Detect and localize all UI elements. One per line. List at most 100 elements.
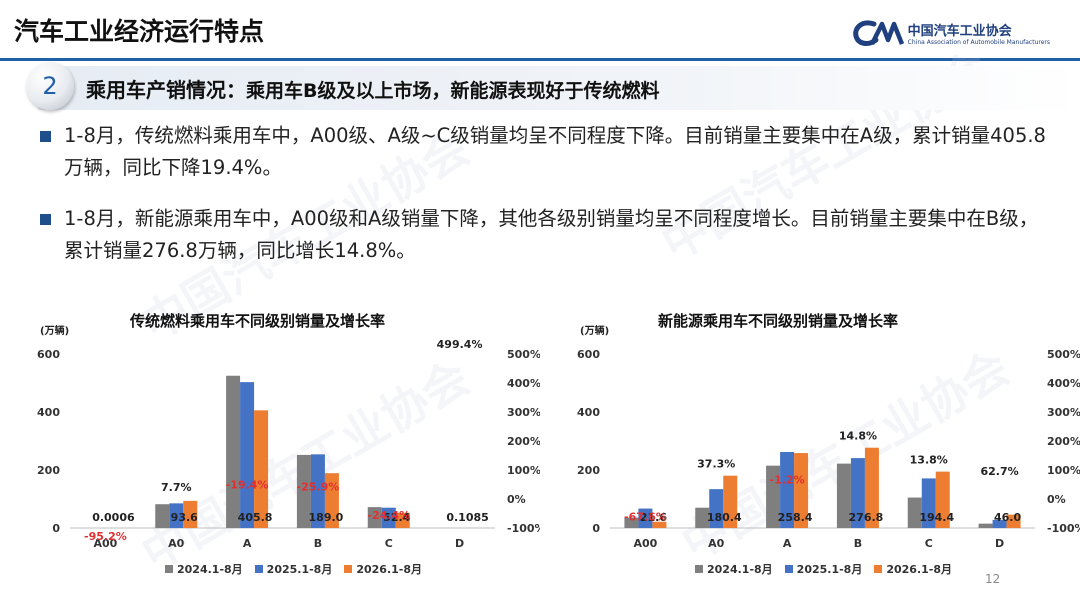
y2-tick-label: 300%	[1047, 406, 1080, 419]
legend-item: 2026.1-8月	[874, 561, 952, 577]
legend-swatch	[344, 565, 353, 573]
growth-rate-label: -1.2%	[770, 473, 805, 486]
y-axis-unit-label: (万辆)	[40, 324, 69, 337]
data-label: 189.0	[309, 511, 344, 524]
legend-swatch	[695, 565, 703, 573]
bar	[652, 521, 667, 528]
page-title: 汽车工业经济运行特点	[14, 17, 265, 46]
x-tick-label: D	[995, 537, 1004, 550]
caam-logo-icon	[852, 20, 904, 46]
y2-tick-label: 200%	[1047, 435, 1080, 448]
growth-rate-label: -67.6%	[624, 511, 667, 524]
x-tick-label: D	[455, 537, 464, 550]
y-tick-label: 400	[37, 406, 60, 419]
growth-rate-label: -24.4%	[367, 509, 410, 522]
bar	[864, 447, 879, 528]
y2-tick-label: 400%	[1047, 377, 1080, 390]
legend-swatch	[254, 565, 263, 573]
bar	[780, 452, 795, 528]
growth-rate-label: 14.8%	[839, 430, 877, 443]
bar	[155, 504, 170, 528]
data-label: 52.4	[383, 511, 410, 524]
legend-item: 2024.1-8月	[695, 561, 773, 577]
y-tick-label: 0	[592, 522, 600, 535]
bar	[169, 503, 184, 528]
bar	[240, 382, 255, 528]
legend-label: 2025.1-8月	[266, 563, 333, 576]
caam-logo: 中国汽车工业协会 China Association of Automobile…	[852, 18, 1050, 48]
x-tick-label: A00	[634, 537, 658, 550]
y2-tick-label: 0%	[507, 493, 526, 506]
data-label: 276.8	[849, 511, 884, 524]
bar	[381, 507, 396, 528]
bar	[723, 475, 738, 528]
x-tick-label: A00	[94, 537, 118, 550]
section-title: 乘用车产销情况：	[86, 78, 246, 102]
data-label: 46.0	[994, 511, 1021, 524]
legend-label: 2024.1-8月	[177, 563, 243, 576]
bullet-square-icon	[40, 214, 51, 225]
bar	[836, 463, 851, 528]
y2-tick-label: 500%	[507, 348, 540, 361]
chart-traditional: (万辆) 0 200 400 600 -100% 0% 100% 200% 300% 400% 500…	[37, 324, 540, 550]
chart-nev: (万辆) 0 200 400 600 -100% 0% 100% 200% 300% 400% 500…	[577, 324, 1080, 550]
bullet-point: 1-8月，传统燃料乘用车中，A00级、A级~C级销量均呈不同程度下降。目前销量主…	[40, 120, 1050, 184]
y-tick-label: 200	[37, 464, 60, 477]
section-heading: 乘用车产销情况：乘用车B级及以上市场，新能源表现好于传统燃料	[86, 74, 659, 103]
bar	[1006, 514, 1021, 528]
y2-tick-label: -100%	[1047, 522, 1080, 535]
growth-rate-label: 499.4%	[437, 338, 483, 351]
y-tick-label: 400	[577, 406, 600, 419]
y-axis-unit-label: (万辆)	[580, 324, 609, 337]
section-band	[38, 66, 1080, 110]
legend-item: 2025.1-8月	[254, 561, 333, 577]
data-label: 0.1085	[446, 511, 488, 524]
bar	[978, 523, 993, 528]
x-tick-label: A	[783, 537, 792, 550]
chart-title-nev: 新能源乘用车不同级别销量及增长率	[658, 312, 899, 330]
y-tick-label: 0	[52, 522, 60, 535]
growth-rate-label: -25.9%	[297, 481, 340, 494]
legend-swatch	[784, 565, 793, 573]
x-tick-label: C	[925, 537, 933, 550]
y2-tick-label: 100%	[1047, 464, 1080, 477]
section-subtitle: 乘用车B级及以上市场，新能源表现好于传统燃料	[246, 80, 660, 102]
header-divider	[0, 58, 1080, 61]
bar	[935, 471, 950, 528]
bar	[907, 497, 922, 528]
bar	[183, 500, 198, 528]
bar	[395, 512, 410, 528]
legend-traditional: 2024.1-8月 2025.1-8月 2026.1-8月	[165, 561, 434, 577]
data-label: 194.4	[919, 511, 954, 524]
legend-label: 2026.1-8月	[356, 563, 423, 576]
bullet-point: 1-8月，新能源乘用车中，A00级和A级销量下降，其他各级别销量均呈不同程度增长…	[40, 203, 1050, 267]
data-label: 93.6	[171, 511, 198, 524]
y-tick-label: 200	[577, 464, 600, 477]
legend-label: 2025.1-8月	[796, 563, 863, 576]
legend-item: 2026.1-8月	[344, 561, 422, 577]
bar	[624, 517, 639, 528]
growth-rate-label: -95.2%	[84, 530, 127, 543]
x-tick-label: A	[243, 537, 252, 550]
legend-nev: 2024.1-8月 2025.1-8月 2026.1-8月	[695, 561, 964, 577]
y2-tick-label: 0%	[1047, 493, 1066, 506]
y-tick-label: 600	[577, 348, 600, 361]
bar	[296, 454, 311, 528]
data-label: 21.6	[640, 511, 667, 524]
bar	[766, 465, 781, 528]
bar	[310, 454, 325, 528]
page-number: 12	[985, 572, 1001, 586]
bar	[850, 458, 865, 528]
bar	[695, 507, 710, 528]
bar	[709, 489, 724, 528]
legend-swatch	[874, 565, 883, 573]
data-label: 0.0006	[92, 511, 135, 524]
growth-rate-label: -19.4%	[226, 479, 269, 492]
y2-tick-label: 100%	[507, 464, 540, 477]
x-tick-label: C	[385, 537, 393, 550]
legend-label: 2026.1-8月	[886, 563, 953, 576]
legend-swatch	[165, 565, 173, 573]
bullet-text: 1-8月，新能源乘用车中，A00级和A级销量下降，其他各级别销量均呈不同程度增长…	[64, 207, 1039, 262]
data-label: 180.4	[707, 511, 742, 524]
bullet-text: 1-8月，传统燃料乘用车中，A00级、A级~C级销量均呈不同程度下降。目前销量主…	[64, 124, 1046, 179]
